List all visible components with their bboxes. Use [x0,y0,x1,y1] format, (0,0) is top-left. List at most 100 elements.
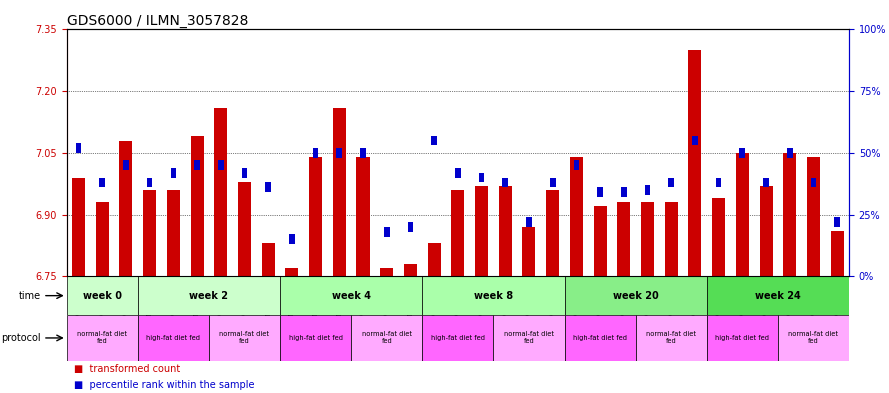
Text: time: time [19,291,41,301]
Bar [356,157,370,276]
Bar [502,178,509,187]
Bar [280,315,351,361]
Bar [67,315,138,361]
Bar [526,217,532,227]
Bar [100,178,105,187]
Bar [138,276,280,315]
Bar [404,264,417,276]
Bar [787,148,793,158]
Text: high-fat diet fed: high-fat diet fed [716,335,769,341]
Bar [422,315,493,361]
Bar [261,243,275,276]
Bar [475,186,488,276]
Bar [783,153,797,276]
Bar [214,108,228,276]
Bar [549,178,556,187]
Bar [407,222,413,232]
Bar [289,234,295,244]
Bar [740,148,745,158]
Text: normal-fat diet
fed: normal-fat diet fed [646,331,696,344]
Text: week 24: week 24 [755,291,801,301]
Bar [707,315,778,361]
Bar [452,190,464,276]
Bar [209,315,280,361]
Bar [692,136,698,145]
Bar [811,178,816,187]
Text: week 0: week 0 [83,291,122,301]
Text: GDS6000 / ILMN_3057828: GDS6000 / ILMN_3057828 [67,15,248,28]
Bar [641,202,654,276]
Text: protocol: protocol [1,333,41,343]
Bar [778,315,849,361]
Bar [147,178,153,187]
Bar [285,268,299,276]
Bar [72,178,85,276]
Bar [763,178,769,187]
Text: normal-fat diet
fed: normal-fat diet fed [504,331,554,344]
Bar [665,202,677,276]
Text: week 4: week 4 [332,291,371,301]
Bar [218,160,224,170]
Bar [360,148,366,158]
Bar [67,276,138,315]
Bar [332,108,346,276]
Bar [688,50,701,276]
Bar [171,168,176,178]
Text: high-fat diet fed: high-fat diet fed [431,335,485,341]
Bar [431,136,437,145]
Bar [190,136,204,276]
Bar [645,185,651,195]
Bar [716,178,722,187]
Bar [123,160,129,170]
Text: normal-fat diet
fed: normal-fat diet fed [362,331,412,344]
Text: high-fat diet fed: high-fat diet fed [289,335,342,341]
Bar [759,186,773,276]
Bar [712,198,725,276]
Bar [336,148,342,158]
Bar [834,217,840,227]
Bar [313,148,318,158]
Bar [238,182,251,276]
Bar [565,276,707,315]
Bar [194,160,200,170]
Bar [736,153,749,276]
Bar [617,202,630,276]
Bar [594,206,606,276]
Bar [143,190,156,276]
Bar [455,168,461,178]
Bar [830,231,844,276]
Bar [499,186,512,276]
Bar [76,143,82,153]
Bar [384,227,389,237]
Text: high-fat diet fed: high-fat diet fed [147,335,200,341]
Bar [242,168,247,178]
Bar [523,227,535,276]
Text: week 2: week 2 [189,291,228,301]
Text: week 8: week 8 [474,291,513,301]
Bar [478,173,485,182]
Bar [265,182,271,192]
Bar [546,190,559,276]
Bar [351,315,422,361]
Bar [707,276,849,315]
Bar [570,157,583,276]
Bar [428,243,441,276]
Bar [636,315,707,361]
Bar [119,141,132,276]
Bar [167,190,180,276]
Bar [138,315,209,361]
Text: high-fat diet fed: high-fat diet fed [573,335,627,341]
Text: week 20: week 20 [613,291,659,301]
Bar [280,276,422,315]
Text: ■  percentile rank within the sample: ■ percentile rank within the sample [75,380,255,390]
Bar [669,178,674,187]
Bar [422,276,565,315]
Bar [621,187,627,197]
Text: ■  transformed count: ■ transformed count [75,364,180,374]
Bar [493,315,565,361]
Bar [380,268,393,276]
Bar [807,157,820,276]
Bar [573,160,580,170]
Text: normal-fat diet
fed: normal-fat diet fed [220,331,269,344]
Bar [96,202,108,276]
